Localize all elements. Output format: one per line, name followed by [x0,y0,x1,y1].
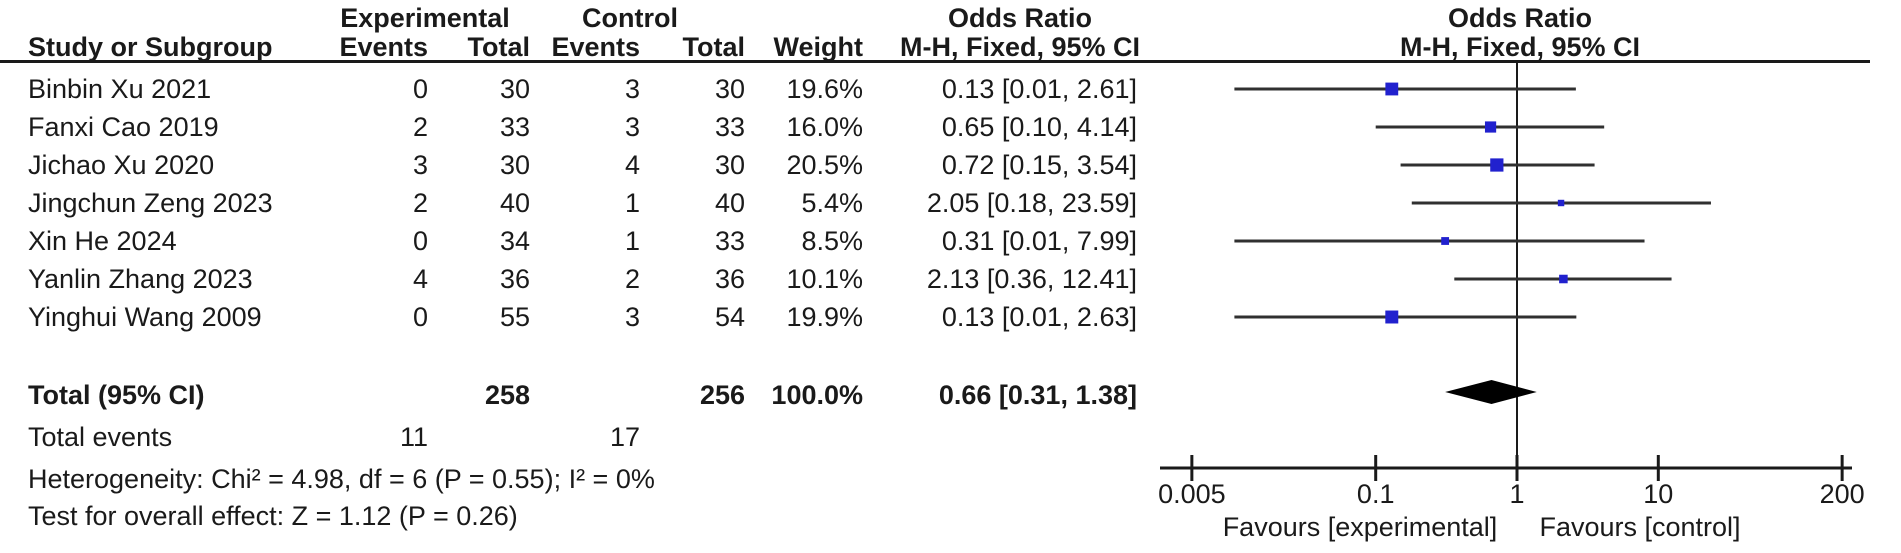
effect-square [1490,158,1504,172]
exp-events-cell: 3 [412,150,428,180]
exp-total-cell: 36 [499,264,530,294]
table-row: Yanlin Zhang 2023 4 36 2 36 10.1% 2.13 [0.36, … [0,260,1150,298]
or-ci-cell: 0.65 [0.10, 4.14] [941,112,1137,142]
header-events-exp: Events [339,32,428,62]
x-tick-label: 10 [1643,479,1673,509]
study-name-cell: Xin He 2024 [28,226,177,256]
exp-events-cell: 4 [412,264,428,294]
header-mh-fixed-left: M-H, Fixed, 95% CI [899,32,1141,62]
total-exp-total: 258 [484,380,530,410]
header-experimental: Experimental [340,3,510,33]
or-ci-cell: 0.13 [0.01, 2.63] [941,302,1137,332]
ctrl-total-cell: 40 [714,188,745,218]
study-name-cell: Yinghui Wang 2009 [28,302,262,332]
weight-cell: 8.5% [801,226,863,256]
ctrl-events-cell: 1 [624,226,640,256]
exp-total-cell: 30 [499,74,530,104]
exp-events-cell: 2 [412,112,428,142]
table-row: Xin He 2024 0 34 1 33 8.5% 0.31 [0.01, 7.99] [0,222,1150,260]
ctrl-total-cell: 33 [714,226,745,256]
ctrl-total-cell: 30 [714,150,745,180]
total-weight: 100.0% [771,380,863,410]
or-ci-cell: 0.31 [0.01, 7.99] [941,226,1137,256]
study-name-cell: Binbin Xu 2021 [28,74,212,104]
effect-square [1385,310,1399,324]
or-ci-cell: 2.05 [0.18, 23.59] [926,188,1137,218]
effect-square [1484,121,1497,133]
exp-total-cell: 34 [499,226,530,256]
header-control: Control [582,3,678,33]
header-weight: Weight [773,32,864,62]
exp-total-cell: 40 [499,188,530,218]
ctrl-events-cell: 1 [624,188,640,218]
total-label: Total (95% CI) [28,380,205,410]
ctrl-events-cell: 4 [624,150,640,180]
or-ci-cell: 2.13 [0.36, 12.41] [926,264,1137,294]
ctrl-total-cell: 36 [714,264,745,294]
header-total-exp: Total [467,32,531,62]
ctrl-total-cell: 30 [714,74,745,104]
table-row: Fanxi Cao 2019 2 33 3 33 16.0% 0.65 [0.10, 4.1… [0,108,1150,146]
ctrl-events-cell: 2 [624,264,640,294]
favours-control-label: Favours [control] [1539,512,1740,542]
or-ci-cell: 0.13 [0.01, 2.61] [941,74,1137,104]
total-events-ctrl: 17 [609,422,640,452]
total-or-ci: 0.66 [0.31, 1.38] [938,380,1137,410]
x-tick-label: 200 [1820,479,1865,509]
heterogeneity-text: Heterogeneity: Chi² = 4.98, df = 6 (P = … [28,464,655,494]
ctrl-events-cell: 3 [624,74,640,104]
header-study: Study or Subgroup [28,32,273,62]
total-events-row: Total events 11 17 [0,418,1150,456]
header-mh-fixed-right: M-H, Fixed, 95% CI [1399,32,1641,62]
total-ctrl-total: 256 [699,380,745,410]
exp-total-cell: 55 [499,302,530,332]
total-events-exp: 11 [399,422,428,452]
weight-cell: 19.6% [786,74,863,104]
study-name-cell: Jichao Xu 2020 [28,150,215,180]
header-odds-ratio-left: Odds Ratio [947,3,1092,33]
exp-events-cell: 2 [412,188,428,218]
study-name-cell: Jingchun Zeng 2023 [28,188,273,218]
table-row: Binbin Xu 2021 0 30 3 30 19.6% 0.13 [0.01, 2.6… [0,70,1150,108]
or-ci-cell: 0.72 [0.15, 3.54] [941,150,1137,180]
total-events-label: Total events [28,422,173,452]
header-divider [0,60,1870,63]
exp-events-cell: 0 [412,226,428,256]
ctrl-total-cell: 54 [714,302,745,332]
ctrl-total-cell: 33 [714,112,745,142]
weight-cell: 20.5% [786,150,863,180]
ctrl-events-cell: 3 [624,112,640,142]
effect-square [1441,237,1450,245]
exp-events-cell: 0 [412,302,428,332]
weight-cell: 16.0% [786,112,863,142]
study-name-cell: Fanxi Cao 2019 [28,112,219,142]
study-name-cell: Yanlin Zhang 2023 [28,264,253,294]
table-row: Jichao Xu 2020 3 30 4 30 20.5% 0.72 [0.15, 3.5… [0,146,1150,184]
weight-cell: 5.4% [801,188,863,218]
exp-total-cell: 33 [499,112,530,142]
x-tick-label: 1 [1509,479,1524,509]
weight-cell: 10.1% [786,264,863,294]
total-row: Total (95% CI) 258 256 100.0% 0.66 [0.31… [0,376,1150,414]
header-events-ctl: Events [551,32,640,62]
effect-square [1559,274,1568,284]
x-tick-label: 0.005 [1158,479,1226,509]
exp-events-cell: 0 [412,74,428,104]
effect-square [1557,199,1565,207]
x-tick-label: 0.1 [1357,479,1395,509]
exp-total-cell: 30 [499,150,530,180]
header-total-ctl: Total [682,32,746,62]
overall-effect-text: Test for overall effect: Z = 1.12 (P = 0… [28,501,518,531]
table-row: Jingchun Zeng 2023 2 40 1 40 5.4% 2.05 [0.18, … [0,184,1150,222]
weight-cell: 19.9% [786,302,863,332]
ctrl-events-cell: 3 [624,302,640,332]
pooled-diamond [1445,380,1537,404]
effect-square [1385,82,1399,96]
header-odds-ratio-right: Odds Ratio [1447,3,1592,33]
table-row: Yinghui Wang 2009 0 55 3 54 19.9% 0.13 [0.01, … [0,298,1150,336]
favours-experimental-label: Favours [experimental] [1223,512,1498,542]
